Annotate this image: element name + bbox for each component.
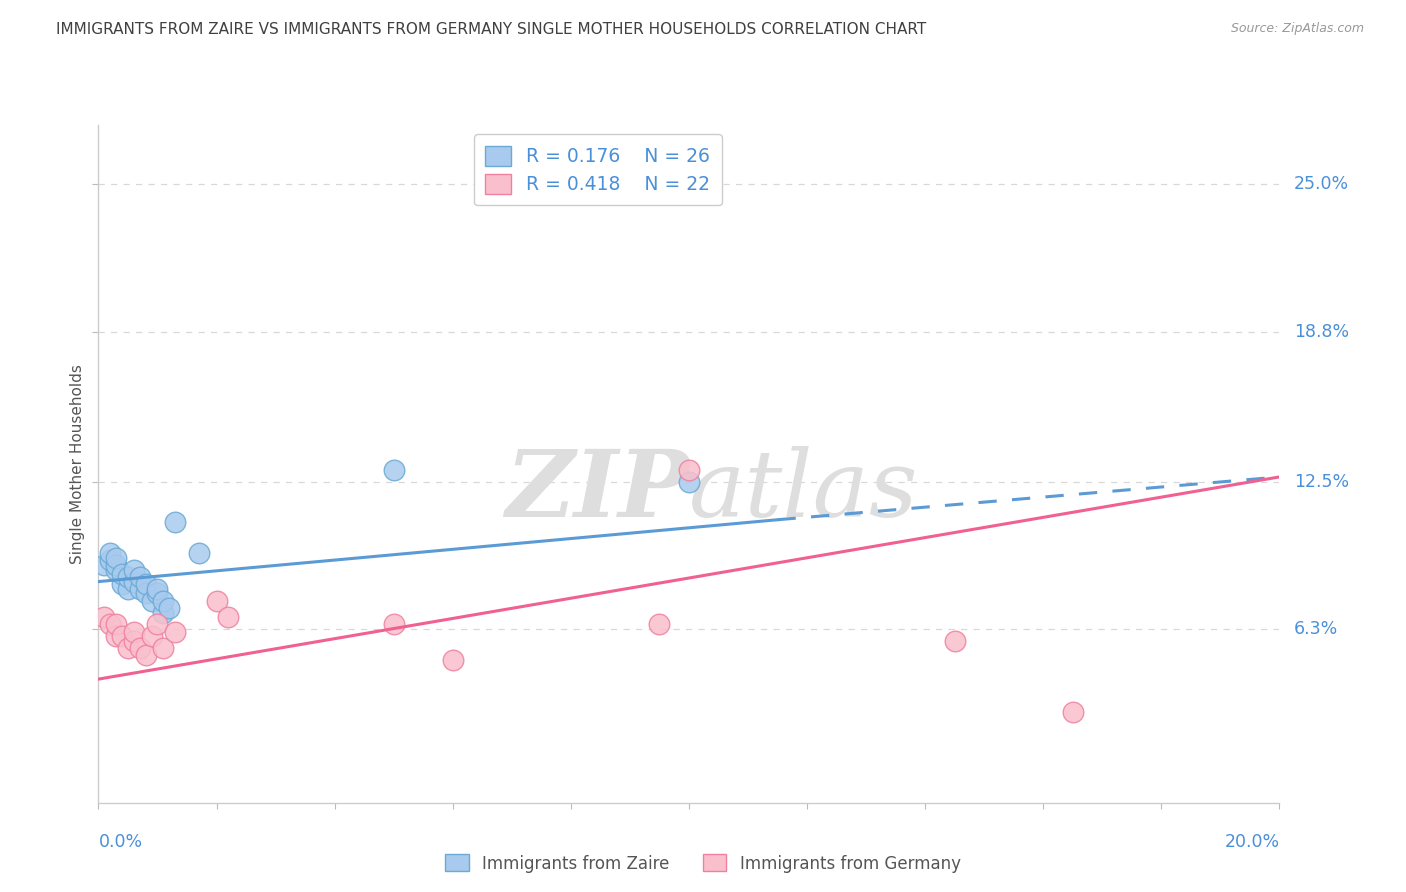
- Point: [111, 577, 134, 591]
- Text: 18.8%: 18.8%: [1294, 323, 1348, 341]
- Point: [382, 617, 405, 632]
- Point: [128, 570, 150, 584]
- Point: [128, 641, 150, 656]
- Point: [152, 606, 174, 620]
- Point: [135, 577, 157, 591]
- Point: [98, 617, 121, 632]
- Point: [128, 582, 150, 596]
- Point: [105, 550, 128, 565]
- Y-axis label: Single Mother Households: Single Mother Households: [69, 364, 84, 564]
- Point: [157, 600, 180, 615]
- Point: [141, 629, 163, 643]
- Point: [146, 582, 169, 596]
- Point: [105, 558, 128, 572]
- Point: [165, 624, 187, 639]
- Point: [943, 634, 966, 648]
- Point: [152, 641, 174, 656]
- Point: [117, 582, 139, 596]
- Legend: Immigrants from Zaire, Immigrants from Germany: Immigrants from Zaire, Immigrants from G…: [439, 847, 967, 880]
- Point: [93, 610, 115, 624]
- Point: [117, 570, 139, 584]
- Point: [122, 624, 145, 639]
- Point: [382, 463, 405, 477]
- Point: [678, 463, 700, 477]
- Point: [146, 617, 169, 632]
- Point: [217, 610, 239, 624]
- Text: 25.0%: 25.0%: [1294, 176, 1348, 194]
- Point: [141, 593, 163, 607]
- Point: [105, 617, 128, 632]
- Point: [135, 648, 157, 663]
- Point: [165, 515, 187, 529]
- Point: [205, 593, 228, 607]
- Point: [135, 586, 157, 600]
- Text: Source: ZipAtlas.com: Source: ZipAtlas.com: [1230, 22, 1364, 36]
- Point: [98, 546, 121, 560]
- Point: [648, 617, 671, 632]
- Point: [146, 586, 169, 600]
- Point: [111, 567, 134, 582]
- Point: [187, 546, 209, 560]
- Point: [441, 653, 464, 667]
- Point: [117, 641, 139, 656]
- Text: ZIP: ZIP: [505, 446, 689, 536]
- Point: [122, 563, 145, 577]
- Point: [678, 475, 700, 489]
- Text: 0.0%: 0.0%: [98, 833, 142, 851]
- Point: [152, 593, 174, 607]
- Text: 12.5%: 12.5%: [1294, 473, 1348, 491]
- Point: [105, 629, 128, 643]
- Legend: R = 0.176    N = 26, R = 0.418    N = 22: R = 0.176 N = 26, R = 0.418 N = 22: [474, 135, 721, 205]
- Point: [122, 574, 145, 589]
- Point: [1062, 706, 1084, 720]
- Point: [105, 563, 128, 577]
- Text: atlas: atlas: [689, 446, 918, 536]
- Point: [111, 629, 134, 643]
- Text: 6.3%: 6.3%: [1294, 620, 1339, 638]
- Text: 20.0%: 20.0%: [1225, 833, 1279, 851]
- Text: IMMIGRANTS FROM ZAIRE VS IMMIGRANTS FROM GERMANY SINGLE MOTHER HOUSEHOLDS CORREL: IMMIGRANTS FROM ZAIRE VS IMMIGRANTS FROM…: [56, 22, 927, 37]
- Point: [122, 634, 145, 648]
- Point: [98, 553, 121, 567]
- Point: [93, 558, 115, 572]
